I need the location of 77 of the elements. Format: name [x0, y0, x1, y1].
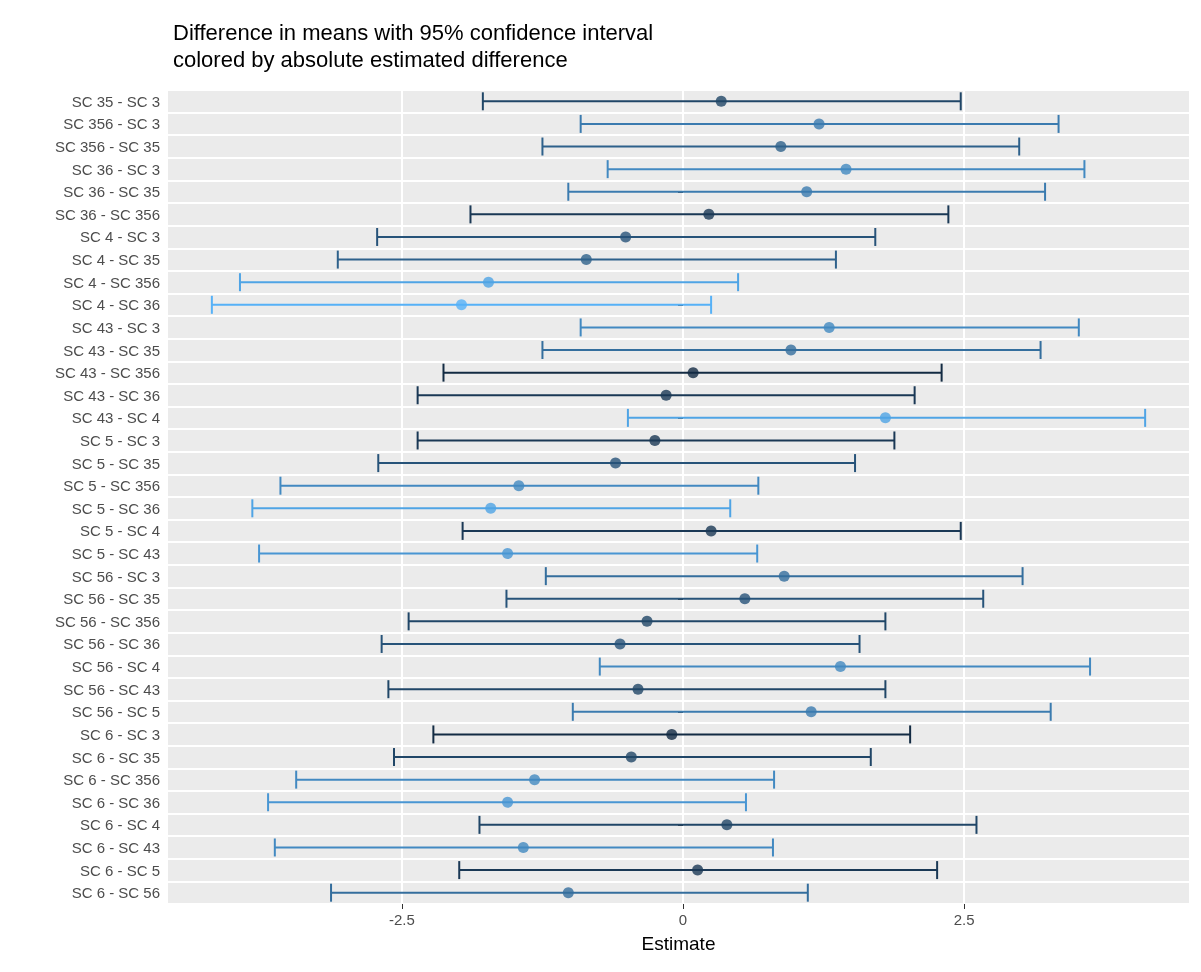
point [580, 254, 592, 266]
point [715, 95, 727, 107]
y-tick-label: SC 56 - SC 3 [71, 567, 160, 585]
y-tick-label: SC 43 - SC 36 [63, 386, 160, 404]
point [785, 344, 797, 356]
y-tick-label: SC 4 - SC 356 [63, 273, 160, 291]
point [703, 208, 715, 220]
point [705, 525, 717, 537]
y-tick-label: SC 6 - SC 36 [71, 793, 160, 811]
point [610, 457, 622, 469]
point [840, 163, 852, 175]
y-tick-label: SC 5 - SC 35 [71, 454, 160, 472]
point [813, 118, 825, 130]
point [614, 638, 626, 650]
point [502, 796, 514, 808]
point [805, 706, 817, 718]
y-tick-label: SC 4 - SC 35 [71, 251, 160, 269]
point [649, 434, 661, 446]
y-tick-label: SC 6 - SC 356 [63, 771, 160, 789]
point [721, 819, 733, 831]
point [666, 728, 678, 740]
point [801, 186, 813, 198]
y-tick-label: SC 5 - SC 43 [71, 545, 160, 563]
y-tick-label: SC 43 - SC 356 [54, 364, 160, 382]
point [660, 389, 672, 401]
point [529, 774, 541, 786]
point [513, 480, 525, 492]
point [455, 299, 467, 311]
y-tick-label: SC 5 - SC 36 [71, 499, 160, 517]
y-tick-label: SC 356 - SC 3 [63, 115, 160, 133]
point [485, 502, 497, 514]
y-tick-label: SC 56 - SC 4 [71, 658, 160, 676]
y-tick-label: SC 5 - SC 3 [79, 431, 160, 449]
point [823, 321, 835, 333]
y-tick-label: SC 6 - SC 3 [79, 725, 160, 743]
y-tick-label: SC 5 - SC 4 [79, 522, 160, 540]
point [482, 276, 494, 288]
point [775, 141, 787, 153]
y-tick-label: SC 4 - SC 3 [79, 228, 160, 246]
point [625, 751, 637, 763]
point [641, 615, 653, 627]
point [632, 683, 644, 695]
chart-title: Difference in means with 95% confidence interval colored by absolute estimated difference [173, 20, 654, 72]
y-tick-label: SC 36 - SC 3 [71, 160, 160, 178]
y-tick-label: SC 43 - SC 4 [71, 409, 160, 427]
y-tick-label: SC 43 - SC 35 [63, 341, 160, 359]
point [834, 661, 846, 673]
point [739, 593, 751, 605]
y-tick-label: SC 356 - SC 35 [54, 138, 160, 156]
y-tick-label: SC 36 - SC 35 [63, 183, 160, 201]
y-tick-label: SC 56 - SC 36 [63, 635, 160, 653]
point [879, 412, 891, 424]
x-tick-label: 0 [678, 911, 688, 928]
point [687, 367, 699, 379]
y-tick-label: SC 6 - SC 43 [71, 838, 160, 856]
y-tick-label: SC 56 - SC 43 [63, 680, 160, 698]
y-tick-label: SC 6 - SC 5 [79, 861, 160, 879]
x-tick-label: 2.5 [953, 911, 975, 928]
point [502, 548, 514, 560]
y-tick-label: SC 56 - SC 35 [63, 590, 160, 608]
y-tick-label: SC 6 - SC 4 [79, 816, 160, 834]
y-tick-label: SC 4 - SC 36 [71, 296, 160, 314]
y-tick-label: SC 5 - SC 356 [63, 477, 160, 495]
y-tick-label: SC 35 - SC 3 [71, 92, 160, 110]
y-tick-label: SC 36 - SC 356 [54, 205, 160, 223]
y-tick-label: SC 43 - SC 3 [71, 318, 160, 336]
point [692, 864, 704, 876]
x-tick-label: -2.5 [388, 911, 415, 928]
y-tick-label: SC 6 - SC 56 [71, 884, 160, 902]
point [562, 887, 574, 899]
y-tick-label: SC 56 - SC 5 [71, 703, 160, 721]
y-tick-label: SC 6 - SC 35 [71, 748, 160, 766]
y-tick-label: SC 56 - SC 356 [54, 612, 160, 630]
point [620, 231, 632, 243]
x-axis-title: Estimate [641, 933, 716, 954]
point [517, 841, 529, 853]
point [778, 570, 790, 582]
